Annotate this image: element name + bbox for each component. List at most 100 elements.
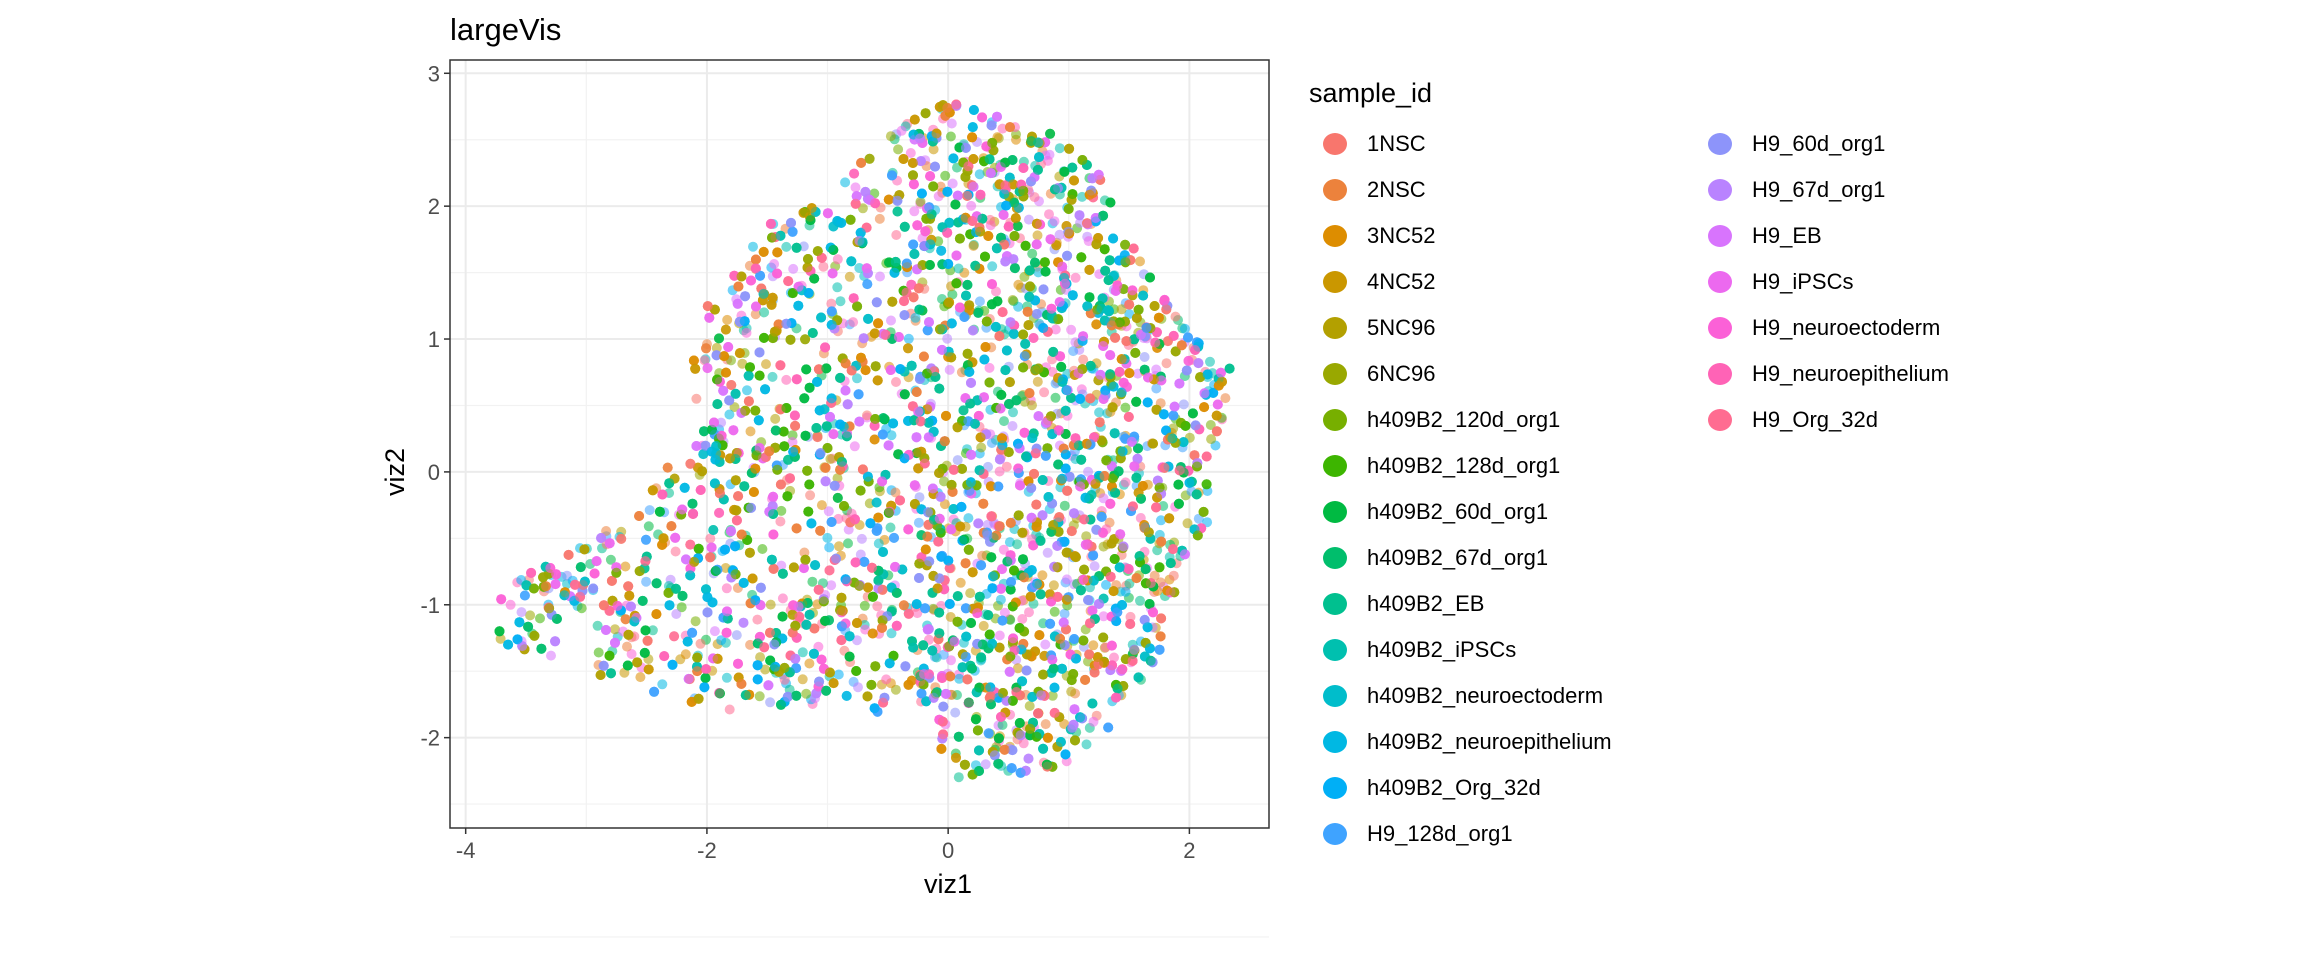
data-point [1040, 719, 1051, 730]
data-point [852, 635, 862, 646]
data-point [1078, 354, 1089, 365]
data-point [525, 610, 536, 621]
data-point [944, 364, 955, 375]
data-point [824, 542, 835, 553]
data-point [767, 371, 778, 382]
data-point [779, 674, 790, 685]
data-point [1101, 579, 1111, 590]
data-point [832, 282, 843, 293]
data-point [737, 358, 748, 369]
data-point [1170, 311, 1181, 322]
data-point [844, 271, 855, 282]
data-point [757, 544, 768, 554]
data-point [939, 476, 949, 487]
data-point [1081, 531, 1092, 542]
data-point [1151, 383, 1162, 394]
data-point [1008, 407, 1018, 418]
data-point [1088, 716, 1099, 727]
data-points [494, 99, 1235, 783]
data-point [818, 261, 829, 272]
data-point [891, 230, 902, 240]
data-point [982, 519, 993, 530]
data-point [885, 522, 896, 533]
y-tick-label: -2 [420, 726, 440, 751]
data-point [1077, 191, 1088, 202]
data-point [909, 206, 920, 217]
data-point [1018, 738, 1029, 749]
data-point [1005, 614, 1016, 625]
data-point [605, 554, 616, 565]
data-point [1098, 611, 1109, 622]
data-point [788, 263, 799, 274]
data-point [721, 672, 732, 683]
data-point [716, 635, 727, 646]
data-point [833, 669, 844, 680]
data-point [873, 538, 884, 549]
data-point [1023, 214, 1034, 225]
data-point [776, 505, 787, 516]
data-point [620, 561, 631, 572]
data-point [797, 674, 808, 685]
data-point [974, 296, 985, 307]
data-point [987, 261, 998, 272]
data-point [885, 131, 896, 142]
data-point [896, 125, 907, 136]
data-point [699, 355, 710, 366]
data-point [1220, 393, 1231, 404]
data-point [691, 393, 702, 404]
data-point [742, 385, 752, 396]
data-point [848, 317, 859, 328]
data-point [576, 603, 587, 614]
data-point [765, 599, 776, 610]
data-point [755, 652, 766, 663]
data-point [769, 259, 780, 269]
x-tick-label: 0 [942, 838, 954, 863]
data-point [947, 178, 958, 189]
data-point [974, 169, 985, 180]
data-point [980, 759, 991, 770]
data-point [940, 170, 951, 181]
data-point [750, 309, 761, 320]
data-point [1149, 570, 1160, 581]
data-point [1032, 376, 1043, 387]
data-point [1007, 421, 1018, 431]
data-point [893, 144, 904, 155]
data-point [670, 546, 681, 557]
x-tick-label: -2 [697, 838, 717, 863]
data-point [1050, 324, 1061, 335]
data-point [505, 599, 516, 610]
data-point [1205, 356, 1215, 367]
data-point [886, 628, 897, 639]
data-point [1047, 690, 1058, 701]
data-point [946, 655, 956, 666]
data-point [765, 697, 776, 708]
data-point [1206, 434, 1217, 445]
data-point [945, 131, 956, 142]
data-point [1017, 614, 1028, 624]
y-tick-label: -1 [420, 593, 440, 618]
data-point [1161, 358, 1172, 369]
data-point [724, 409, 735, 420]
data-point [724, 704, 735, 715]
data-point [761, 359, 771, 370]
data-point [610, 624, 620, 635]
y-tick-label: 0 [428, 460, 440, 485]
data-point [854, 263, 865, 273]
data-point [1120, 586, 1131, 597]
data-point [915, 196, 926, 207]
data-point [1024, 701, 1035, 711]
data-point [1125, 611, 1136, 622]
data-point [592, 620, 603, 631]
y-tick-label: 2 [428, 194, 440, 219]
data-point [910, 312, 921, 323]
data-point [1081, 739, 1092, 750]
data-point [1178, 399, 1189, 410]
data-point [994, 466, 1005, 477]
y-tick-label: 3 [428, 61, 440, 86]
data-point [997, 123, 1008, 134]
data-point [966, 200, 977, 211]
data-point [991, 286, 1001, 297]
data-point [862, 410, 872, 421]
data-point [1120, 477, 1131, 488]
data-point [1044, 209, 1054, 220]
